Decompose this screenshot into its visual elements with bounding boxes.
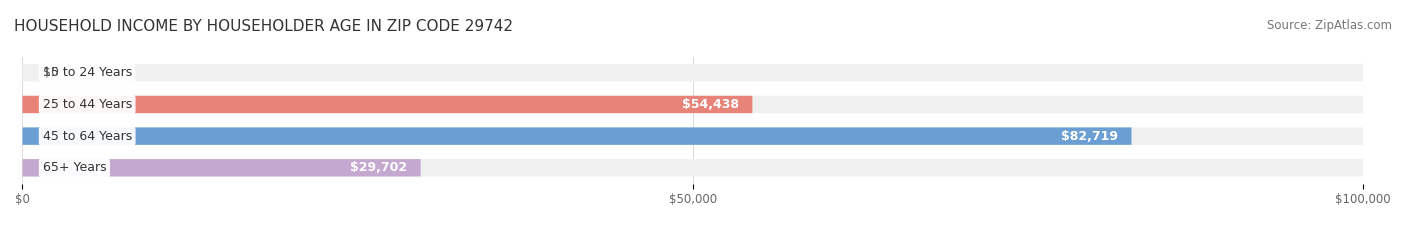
FancyBboxPatch shape	[22, 127, 1132, 145]
Text: Source: ZipAtlas.com: Source: ZipAtlas.com	[1267, 19, 1392, 32]
Text: 15 to 24 Years: 15 to 24 Years	[42, 66, 132, 79]
FancyBboxPatch shape	[22, 159, 420, 177]
Text: $82,719: $82,719	[1062, 130, 1118, 143]
Text: HOUSEHOLD INCOME BY HOUSEHOLDER AGE IN ZIP CODE 29742: HOUSEHOLD INCOME BY HOUSEHOLDER AGE IN Z…	[14, 19, 513, 34]
Text: $29,702: $29,702	[350, 161, 408, 174]
FancyBboxPatch shape	[22, 96, 752, 113]
FancyBboxPatch shape	[22, 64, 1364, 82]
FancyBboxPatch shape	[22, 159, 1364, 177]
FancyBboxPatch shape	[22, 96, 1364, 113]
Text: 25 to 44 Years: 25 to 44 Years	[42, 98, 132, 111]
Text: 65+ Years: 65+ Years	[42, 161, 107, 174]
FancyBboxPatch shape	[22, 127, 1364, 145]
Text: 45 to 64 Years: 45 to 64 Years	[42, 130, 132, 143]
Text: $54,438: $54,438	[682, 98, 740, 111]
Text: $0: $0	[42, 66, 59, 79]
